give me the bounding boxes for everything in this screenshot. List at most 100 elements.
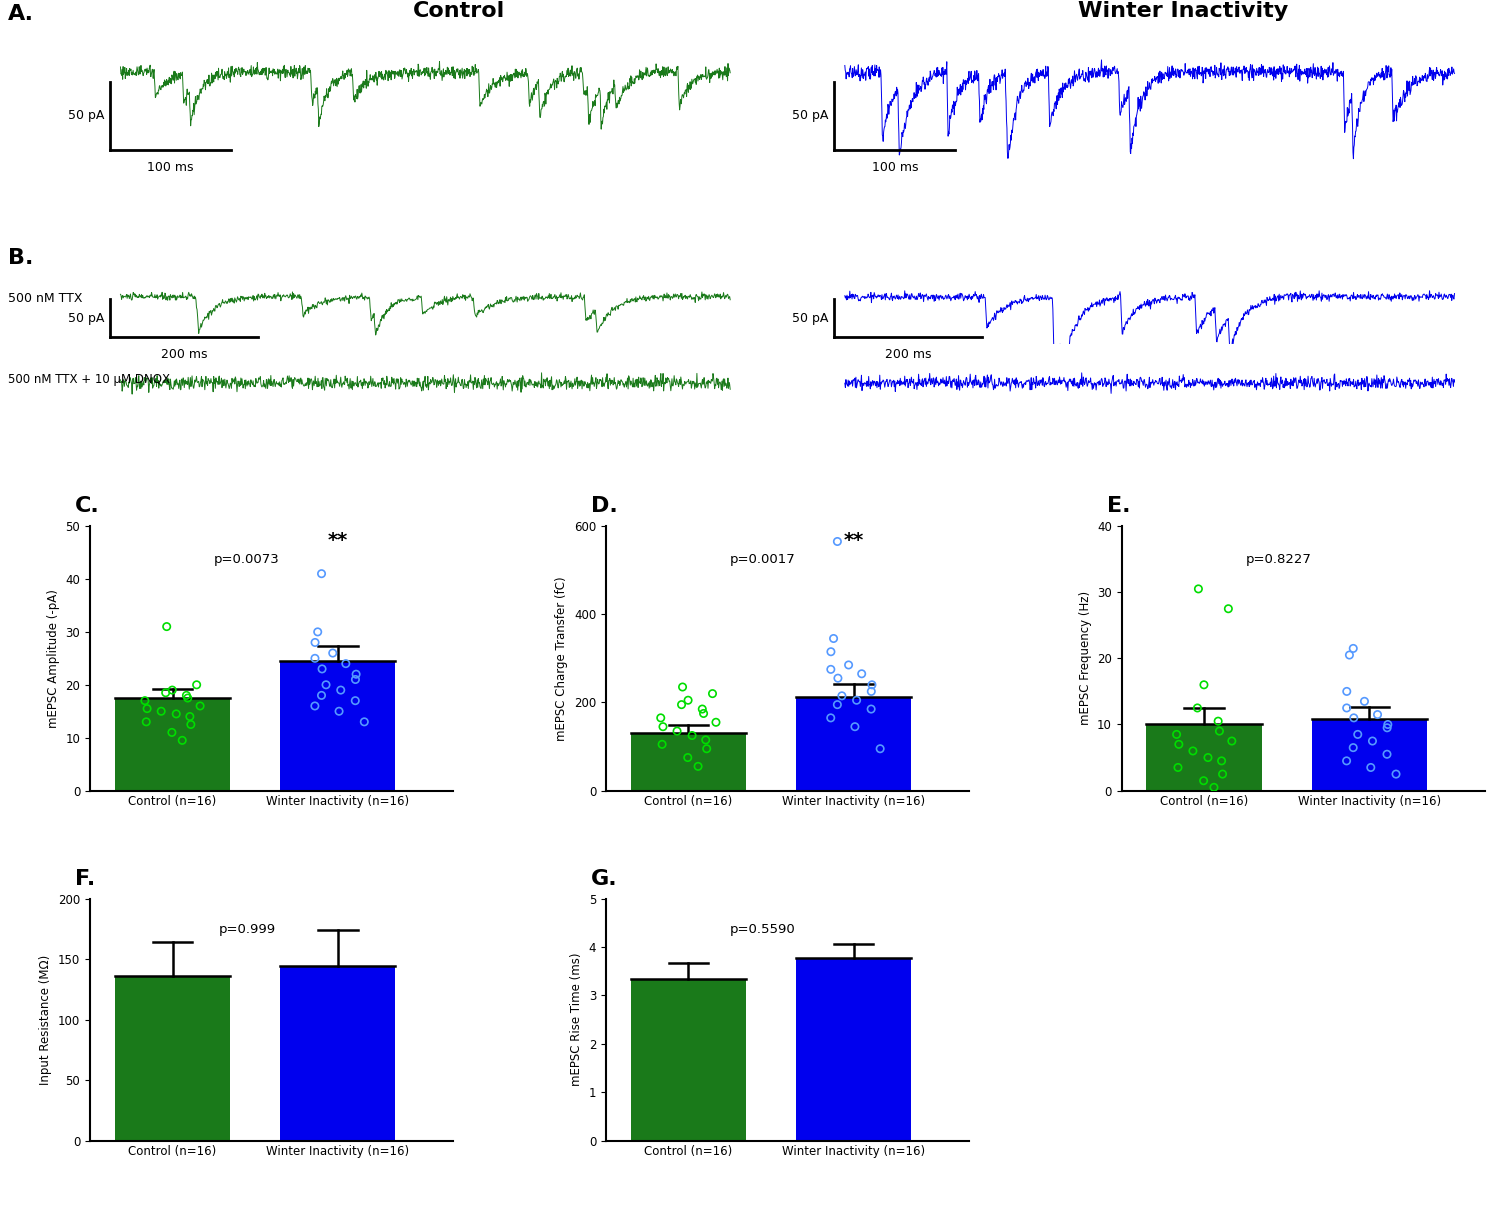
- Point: [176, 688, 200, 707]
- Point: [692, 704, 715, 723]
- Text: p=0.8227: p=0.8227: [1245, 553, 1311, 566]
- Point: [676, 748, 700, 768]
- Text: Control: Control: [413, 0, 506, 21]
- Point: [1191, 771, 1215, 791]
- Bar: [280, 661, 396, 791]
- Point: [309, 564, 333, 583]
- Point: [837, 655, 861, 675]
- Text: p=0.0017: p=0.0017: [730, 553, 795, 566]
- Point: [334, 654, 358, 674]
- Text: 500 nM TTX + 10 μM DNQX: 500 nM TTX + 10 μM DNQX: [8, 373, 170, 386]
- Point: [868, 739, 892, 758]
- Bar: [630, 979, 746, 1141]
- Point: [1342, 709, 1366, 728]
- Point: [303, 696, 327, 716]
- Point: [1208, 722, 1231, 741]
- Point: [344, 670, 368, 689]
- Point: [859, 682, 883, 701]
- Point: [1206, 711, 1230, 730]
- Text: G.: G.: [591, 869, 618, 890]
- Text: **: **: [843, 531, 864, 550]
- Point: [1220, 731, 1244, 751]
- Point: [686, 757, 709, 776]
- Point: [1376, 745, 1400, 764]
- Text: 100 ms: 100 ms: [147, 161, 194, 174]
- Text: F.: F.: [75, 869, 96, 890]
- Point: [352, 712, 376, 731]
- Point: [1202, 777, 1225, 797]
- Text: 200 ms: 200 ms: [885, 349, 932, 361]
- Point: [680, 725, 703, 745]
- Point: [669, 695, 693, 715]
- Y-axis label: mEPSC Charge Transfer (fC): mEPSC Charge Transfer (fC): [555, 576, 568, 741]
- Point: [1346, 724, 1370, 744]
- Point: [1180, 741, 1204, 760]
- Bar: [796, 957, 912, 1141]
- Point: [651, 717, 675, 736]
- Point: [1341, 639, 1365, 658]
- Point: [135, 712, 159, 731]
- Text: A.: A.: [8, 4, 33, 24]
- Point: [306, 623, 330, 642]
- Point: [134, 692, 158, 711]
- Point: [825, 695, 849, 715]
- Point: [1376, 718, 1400, 737]
- Bar: [280, 967, 396, 1141]
- Text: 500 nM TTX: 500 nM TTX: [8, 292, 82, 305]
- Bar: [116, 698, 231, 791]
- Point: [822, 629, 846, 648]
- Point: [849, 664, 873, 683]
- Point: [1335, 699, 1359, 718]
- Point: [844, 690, 868, 710]
- Point: [830, 686, 854, 705]
- Text: E.: E.: [1107, 496, 1130, 517]
- Point: [321, 643, 345, 663]
- Text: 200 ms: 200 ms: [160, 349, 207, 361]
- Point: [174, 686, 198, 705]
- Point: [170, 730, 194, 750]
- Text: 50 pA: 50 pA: [68, 110, 104, 122]
- Point: [188, 696, 211, 716]
- Point: [648, 709, 672, 728]
- Bar: [630, 734, 746, 791]
- Bar: [116, 976, 231, 1141]
- Text: C.: C.: [75, 496, 99, 517]
- Point: [650, 735, 674, 754]
- Y-axis label: mEPSC Frequency (Hz): mEPSC Frequency (Hz): [1078, 591, 1092, 725]
- Point: [825, 532, 849, 552]
- Point: [344, 665, 368, 684]
- Text: Winter Inactivity: Winter Inactivity: [1078, 0, 1288, 21]
- Point: [184, 675, 209, 694]
- Point: [310, 659, 334, 678]
- Text: D.: D.: [591, 496, 618, 517]
- Point: [1164, 724, 1188, 744]
- Point: [1360, 731, 1384, 751]
- Point: [859, 675, 883, 694]
- Point: [704, 712, 728, 731]
- Point: [164, 704, 188, 723]
- Point: [1335, 751, 1359, 770]
- Point: [1185, 699, 1209, 718]
- Point: [327, 701, 351, 721]
- Point: [344, 692, 368, 711]
- Point: [154, 617, 178, 636]
- Point: [670, 677, 694, 696]
- Text: 50 pA: 50 pA: [792, 110, 828, 122]
- Point: [1341, 737, 1365, 757]
- Point: [694, 739, 718, 758]
- Point: [843, 717, 867, 736]
- Point: [819, 709, 843, 728]
- Point: [153, 683, 177, 702]
- Point: [309, 686, 333, 705]
- Y-axis label: mEPSC Rise Time (ms): mEPSC Rise Time (ms): [570, 952, 584, 1086]
- Point: [1376, 715, 1400, 734]
- Point: [1359, 758, 1383, 777]
- Text: 50 pA: 50 pA: [68, 311, 104, 325]
- Point: [664, 722, 688, 741]
- Text: p=0.0073: p=0.0073: [214, 553, 279, 566]
- Point: [827, 669, 850, 688]
- Point: [676, 690, 700, 710]
- Point: [178, 715, 203, 734]
- Text: B.: B.: [8, 249, 33, 268]
- Text: p=0.999: p=0.999: [219, 923, 276, 935]
